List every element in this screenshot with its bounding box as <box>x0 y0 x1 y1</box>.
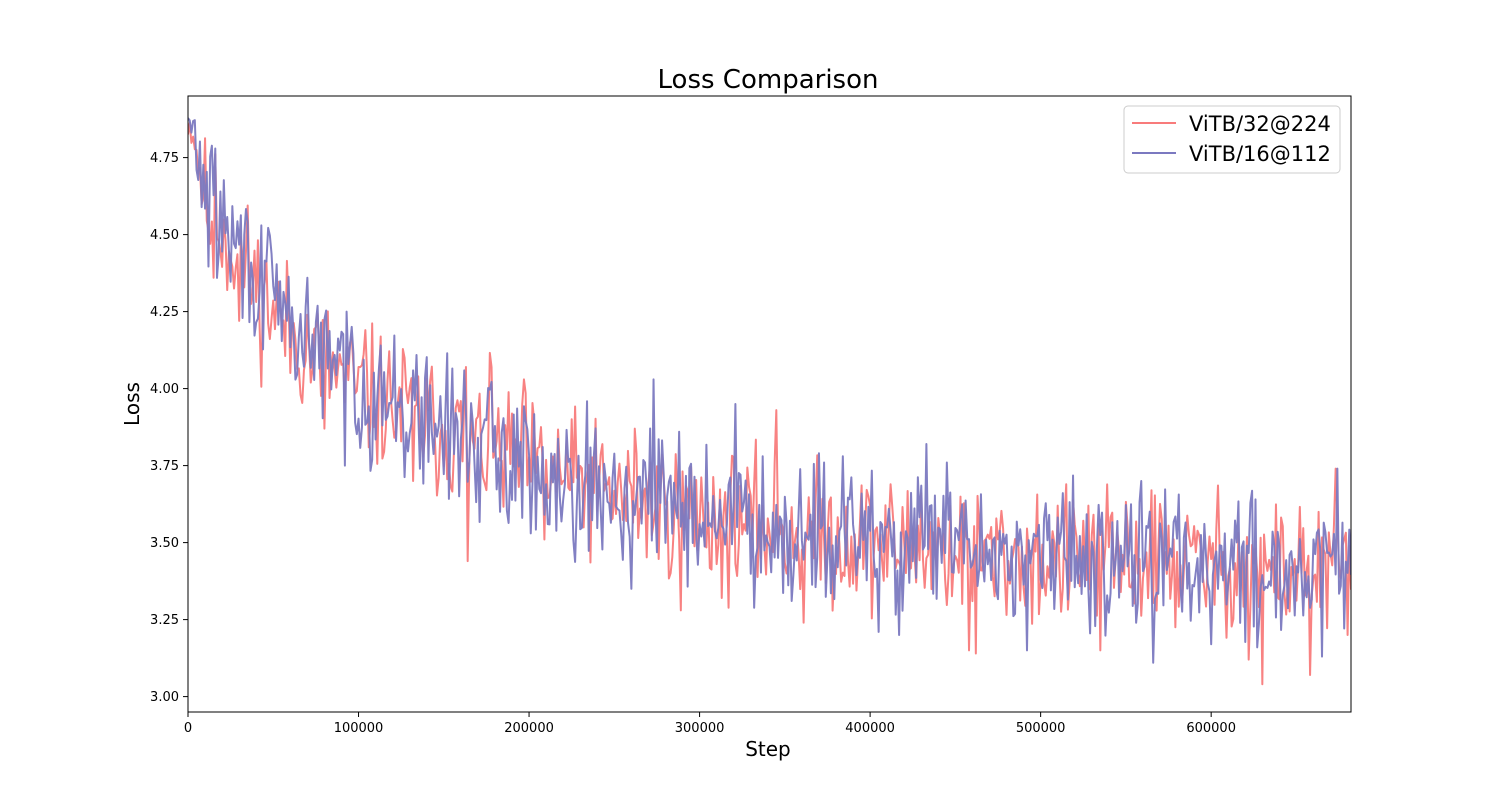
y-tick-label: 4.75 <box>150 151 179 166</box>
series-layer <box>188 117 1351 686</box>
y-tick-label: 3.50 <box>150 536 179 551</box>
x-tick-label: 200000 <box>504 721 554 736</box>
x-tick-label: 600000 <box>1186 721 1236 736</box>
y-axis-label: Loss <box>120 382 144 426</box>
x-axis: 0 100000 200000 300000 400000 500000 600000 <box>184 712 1236 736</box>
y-tick-label: 4.50 <box>150 228 179 243</box>
x-tick-label: 500000 <box>1016 721 1066 736</box>
x-tick-label: 400000 <box>845 721 895 736</box>
y-tick-label: 3.00 <box>150 690 179 705</box>
x-tick-label: 0 <box>184 721 192 736</box>
x-tick-label: 300000 <box>675 721 725 736</box>
x-axis-label: Step <box>745 737 791 761</box>
y-tick-label: 4.25 <box>150 305 179 320</box>
legend-box <box>1123 105 1341 174</box>
legend-label-vitb16: ViTB/16@112 <box>1189 142 1331 166</box>
legend: ViTB/32@224 ViTB/16@112 <box>1123 105 1341 174</box>
y-axis: 3.00 3.25 3.50 3.75 4.00 4.25 4.50 4.75 <box>150 151 188 705</box>
plot-frame <box>187 95 1352 713</box>
legend-label-vitb32: ViTB/32@224 <box>1189 112 1331 136</box>
y-tick-label: 4.00 <box>150 382 179 397</box>
y-tick-label: 3.75 <box>150 459 179 474</box>
y-tick-label: 3.25 <box>150 613 179 628</box>
series-line-vitb16 <box>188 117 1351 664</box>
chart-title: Loss Comparison <box>658 65 879 95</box>
x-tick-label: 100000 <box>334 721 384 736</box>
